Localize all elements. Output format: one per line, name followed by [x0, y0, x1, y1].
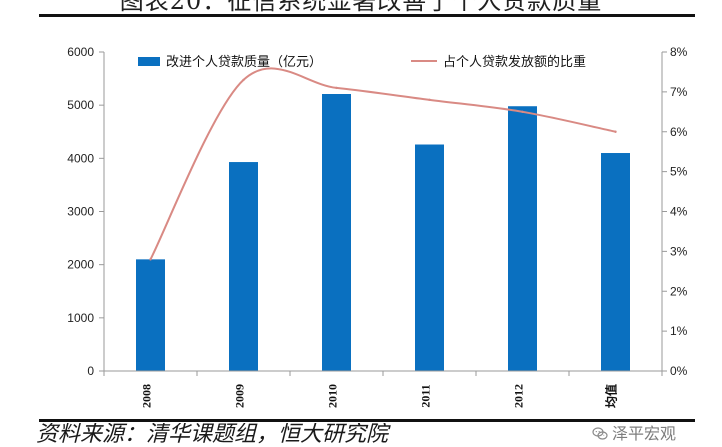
bar-均值: [601, 153, 630, 371]
right-tick-label: 4%: [670, 205, 688, 219]
legend-layer: 改进个人贷款质量（亿元） 占个人贷款发放额的比重: [138, 54, 586, 70]
bar-2008: [136, 259, 165, 371]
right-tick-label: 8%: [670, 45, 688, 59]
ratio-line-series: [149, 67, 617, 261]
left-tick-label: 0: [87, 364, 94, 378]
figure-title: 图表20：征信系统显著改善了个人贷款质量: [0, 0, 722, 13]
wechat-icon: [592, 427, 608, 440]
bar-2012: [508, 106, 537, 371]
legend-bar-label: 改进个人贷款质量（亿元）: [166, 55, 322, 70]
bar-2010: [322, 94, 351, 372]
ratio-point-2010: [335, 86, 338, 90]
axis-layer: 0 1000 2000 3000 4000 5000 6000 0% 1% 2% 3% 4% 5% 6% 7…: [67, 45, 687, 408]
right-tick-label: 1%: [670, 324, 688, 338]
right-tick-label: 2%: [670, 284, 688, 298]
left-tick-label: 6000: [67, 45, 94, 59]
right-tick-label: 7%: [670, 85, 688, 99]
watermark-text: 泽平宏观: [612, 424, 677, 443]
bottom-rule: [39, 419, 695, 422]
ratio-point-2009: [242, 78, 245, 82]
right-tick-label: 3%: [670, 244, 688, 258]
legend-bar-swatch: [138, 57, 160, 66]
left-tick-label: 5000: [67, 98, 94, 112]
ratio-point-均值: [614, 130, 617, 133]
legend-line-label: 占个人贷款发放额的比重: [443, 54, 586, 70]
x-category-label: 均值: [604, 384, 619, 408]
right-tick-label: 6%: [670, 125, 688, 139]
bar-layer: [136, 94, 630, 372]
line-layer: [149, 67, 617, 261]
left-tick-label: 3000: [67, 205, 94, 219]
bar-2009: [229, 162, 258, 371]
x-category-label: 2008: [140, 384, 154, 408]
ratio-point-2008: [149, 258, 152, 261]
bar-2011: [415, 144, 444, 371]
x-category-label: 2011: [419, 384, 433, 407]
right-tick-label: 0%: [670, 364, 688, 378]
x-category-label: 2009: [233, 384, 247, 408]
left-tick-label: 1000: [67, 311, 94, 325]
x-category-label: 2012: [512, 384, 526, 408]
x-category-label: 2010: [326, 384, 340, 408]
ratio-point-2012: [521, 110, 524, 114]
top-rule: [39, 14, 695, 17]
ratio-point-2011: [428, 98, 431, 102]
source-text: 资料来源：清华课题组，恒大研究院: [36, 423, 389, 447]
left-tick-label: 2000: [67, 258, 94, 272]
watermark: 泽平宏观: [592, 424, 722, 444]
right-tick-label: 5%: [670, 165, 688, 179]
left-tick-label: 4000: [67, 151, 94, 165]
